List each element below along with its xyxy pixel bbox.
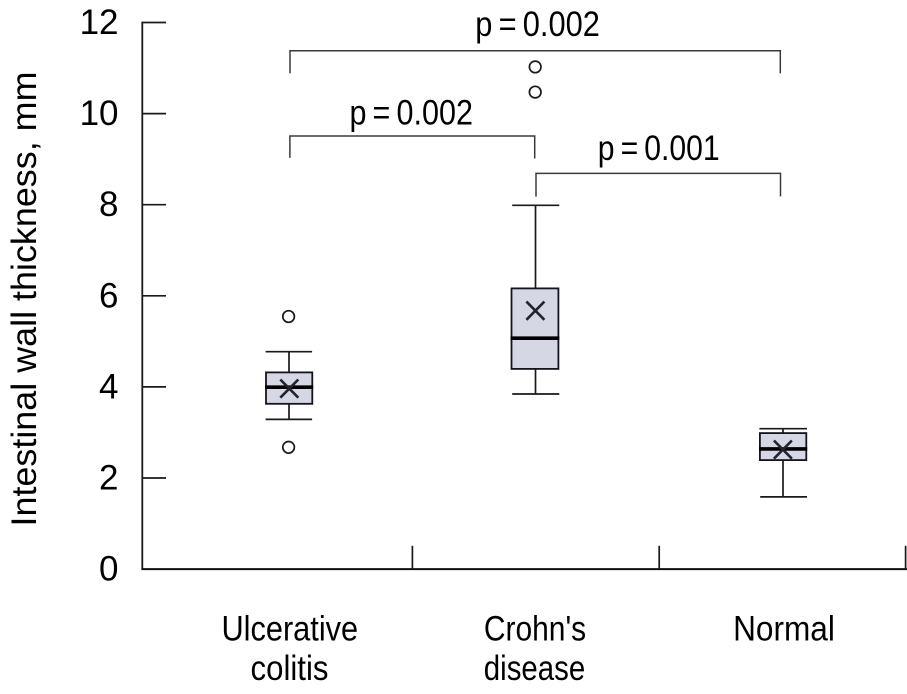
svg-text:10: 10 (80, 94, 119, 133)
svg-text:12: 12 (80, 3, 119, 42)
svg-text:6: 6 (99, 276, 118, 315)
svg-text:Ulcerative: Ulcerative (221, 609, 358, 648)
svg-text:4: 4 (99, 367, 118, 406)
svg-text:2: 2 (99, 459, 118, 498)
svg-text:p = 0.002: p = 0.002 (475, 5, 600, 44)
svg-text:p = 0.002: p = 0.002 (349, 94, 473, 133)
svg-text:0: 0 (99, 550, 118, 589)
svg-text:colitis: colitis (251, 649, 329, 688)
svg-text:Normal: Normal (733, 609, 835, 648)
svg-text:p = 0.001: p = 0.001 (598, 129, 720, 168)
svg-text:Intestinal wall thickness, mm: Intestinal wall thickness, mm (5, 71, 44, 526)
svg-text:8: 8 (99, 185, 118, 224)
svg-text:disease: disease (484, 649, 585, 688)
svg-text:Crohn's: Crohn's (484, 609, 586, 648)
